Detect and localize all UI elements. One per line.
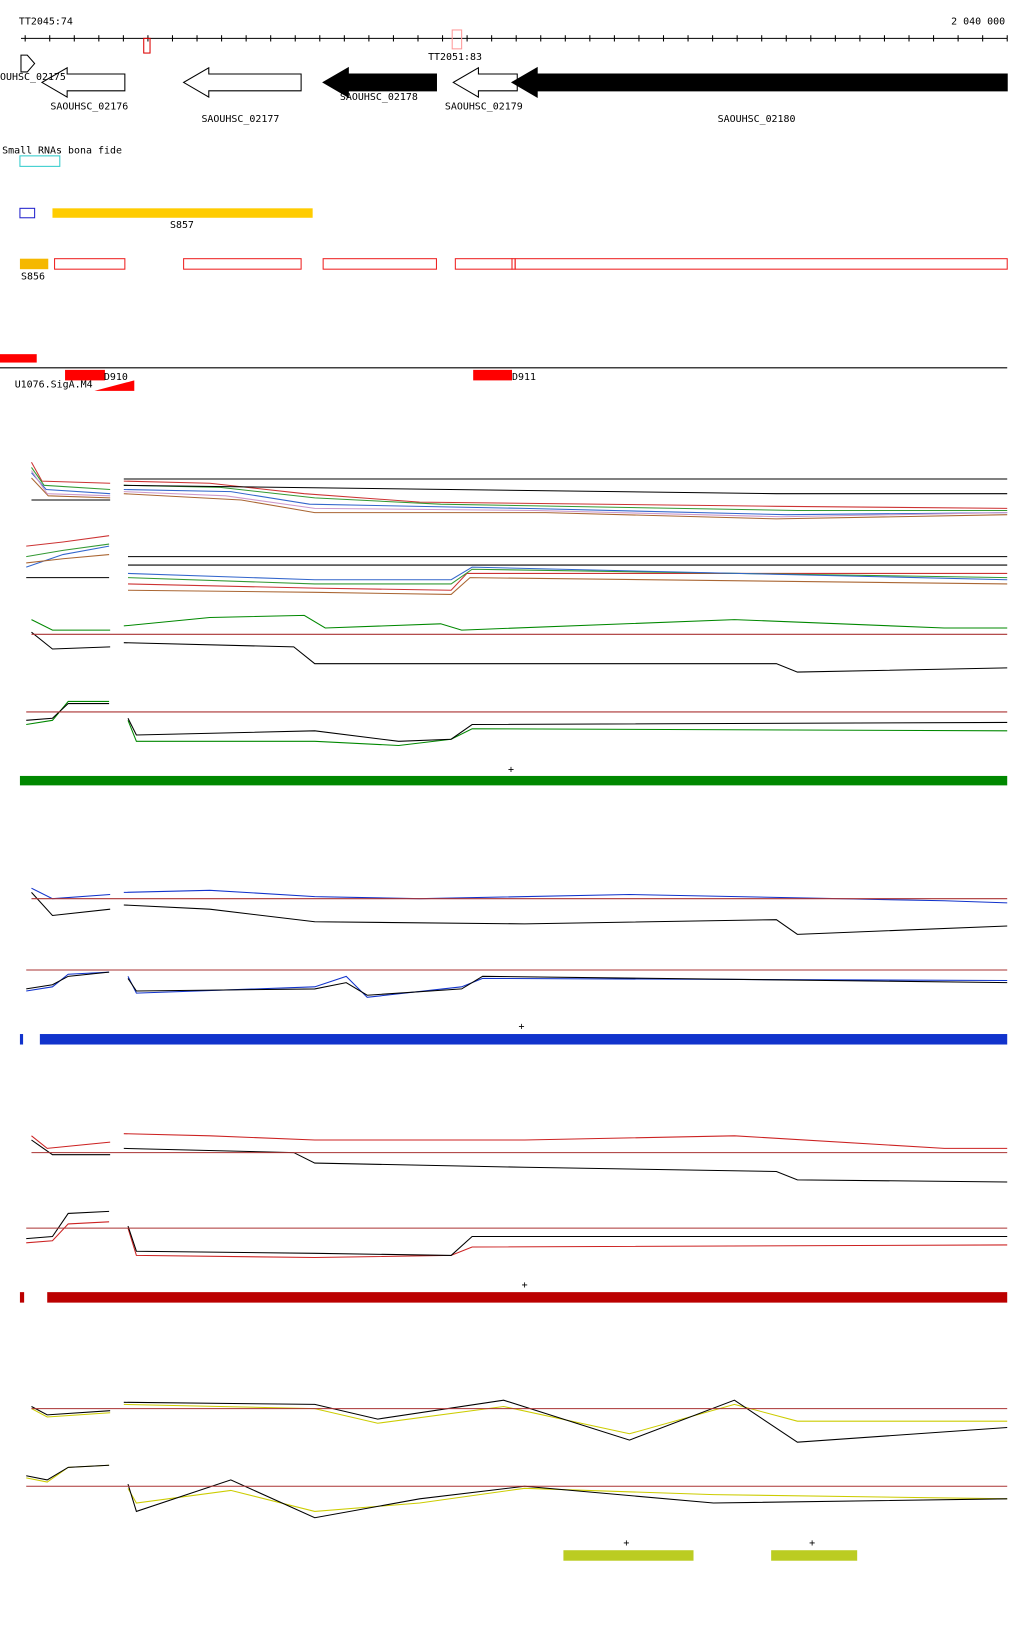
strand-mark: + [518, 1022, 524, 1033]
gene-arrow [182, 66, 302, 99]
cds-box [183, 258, 302, 270]
trace [31, 470, 1008, 518]
terminator-mark [143, 37, 151, 54]
trace [31, 467, 1008, 512]
track-title: Small RNAs bona fide [2, 146, 122, 157]
strand-bar [19, 1292, 25, 1303]
gene-label: SAOUHSC_02176 [50, 102, 128, 113]
trace [31, 1133, 1008, 1149]
ruler-end: 2 040 000 [951, 17, 1005, 28]
trace [31, 887, 1008, 904]
gene-label: SAOUHSC_02178 [340, 92, 418, 103]
trace [26, 1464, 1008, 1519]
strand-mark: + [623, 1538, 629, 1549]
trace [31, 631, 1008, 673]
trace [31, 614, 1008, 631]
gene-arrow [40, 66, 126, 99]
promoter [65, 369, 105, 381]
trace [26, 543, 1008, 585]
strand-bar [771, 1550, 858, 1561]
terminator-label: TT2051:83 [428, 52, 482, 63]
trace [31, 477, 1008, 520]
trace [26, 554, 1008, 595]
trace [31, 478, 1008, 501]
cds-box [454, 258, 513, 270]
strand-bar [19, 1034, 24, 1045]
trace [26, 971, 1008, 996]
strand-bar [563, 1550, 694, 1561]
promoter-mark [94, 380, 135, 391]
gene-arrow [20, 54, 36, 73]
strand-bar [47, 1292, 1008, 1303]
expression-traces [26, 1133, 1008, 1259]
strand-bar [39, 1034, 1008, 1045]
ruler-start: TT2045:74 [19, 17, 73, 28]
trace [26, 703, 1008, 742]
strand-mark: + [508, 765, 514, 776]
trace [31, 461, 1008, 509]
gene-label: SAOUHSC_02180 [718, 114, 796, 125]
strand-bar [19, 775, 1008, 786]
expression-traces [26, 461, 1008, 747]
gene-arrow [452, 66, 518, 99]
gene-label: OUHSC_02175 [0, 72, 66, 83]
trace [26, 556, 1008, 579]
gene-arrow [510, 66, 1008, 99]
srna-label: S856 [21, 272, 45, 283]
trace [26, 545, 1008, 581]
trace [26, 1221, 1008, 1259]
cds-boxes [54, 258, 1008, 270]
gene-label: SAOUHSC_02179 [445, 102, 523, 113]
promoter-label: D911 [512, 372, 536, 383]
trace [26, 971, 1008, 998]
feature-box [19, 207, 36, 219]
terminator-mark [451, 29, 463, 50]
expression-traces [26, 887, 1008, 998]
legend-box [19, 155, 61, 167]
trace [31, 892, 1008, 935]
strand-mark: + [809, 1538, 815, 1549]
gene-label: SAOUHSC_02177 [201, 114, 279, 125]
srna-feature [19, 258, 49, 270]
cds-box [322, 258, 437, 270]
promoter [0, 354, 37, 363]
promoter-label: U1076.SigA.M4 [15, 380, 93, 391]
ruler [20, 35, 1008, 42]
cds-box [54, 258, 126, 270]
promoter-label: D910 [104, 372, 128, 383]
gene-arrow [322, 66, 437, 99]
srna-feature [52, 208, 313, 218]
trace [26, 1210, 1008, 1256]
trace [31, 1139, 1008, 1183]
strand-mark: + [522, 1280, 528, 1291]
trace [26, 535, 1008, 591]
trace [31, 1399, 1008, 1443]
trace [26, 1464, 1008, 1512]
cds-box [514, 258, 1008, 270]
promoter [473, 369, 512, 381]
expression-traces [26, 1399, 1008, 1519]
srna-label: S857 [170, 220, 194, 231]
